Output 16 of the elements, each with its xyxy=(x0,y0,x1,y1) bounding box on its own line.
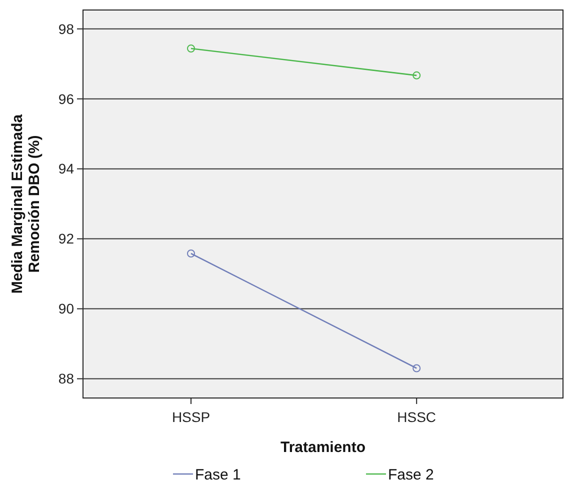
x-tick-label: HSSP xyxy=(172,409,210,425)
point xyxy=(412,71,421,80)
y-axis-title: Media Marginal Estimada Remoción DBO (%) xyxy=(9,114,43,294)
y-tick-label: 96 xyxy=(58,90,74,107)
y-tick-label: 94 xyxy=(58,160,74,177)
legend-label: Fase 1 xyxy=(195,466,241,484)
y-tick-label: 98 xyxy=(58,20,74,37)
point xyxy=(412,364,421,372)
point xyxy=(187,44,195,52)
y-tick-label: 92 xyxy=(58,230,74,247)
y-tick-label: 90 xyxy=(58,300,74,317)
y-tick-label: 88 xyxy=(58,370,74,387)
point xyxy=(187,250,195,258)
legend-label: Fase 2 xyxy=(388,466,434,484)
x-axis-title: Tratamiento xyxy=(280,439,366,456)
x-tick-label: HSSC xyxy=(397,409,436,425)
